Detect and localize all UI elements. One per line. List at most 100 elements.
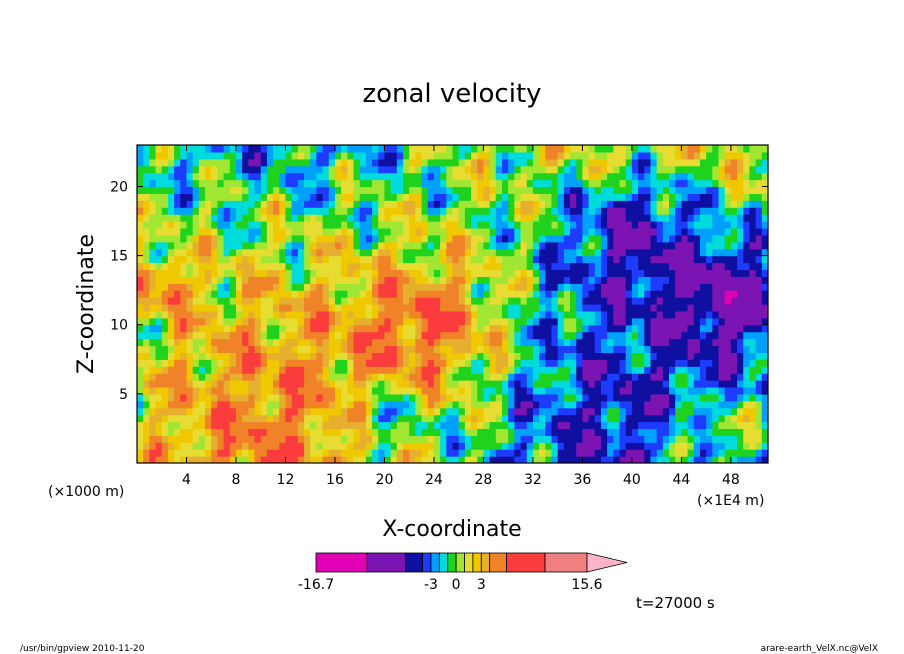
heatmap-cell: [174, 435, 181, 443]
heatmap-cell: [501, 262, 509, 271]
heatmap-cell: [526, 310, 534, 319]
heatmap-cell: [631, 269, 639, 277]
heatmap-cell: [217, 158, 225, 167]
heatmap-cell: [483, 331, 491, 340]
heatmap-cell: [631, 200, 639, 208]
heatmap-cell: [316, 366, 324, 374]
heatmap-cell: [328, 310, 336, 319]
heatmap-cell: [316, 165, 324, 174]
heatmap-cell: [625, 227, 633, 236]
heatmap-cell: [557, 221, 565, 229]
heatmap-cell: [205, 193, 212, 201]
heatmap-cell: [706, 165, 713, 174]
heatmap-cell: [254, 151, 262, 160]
heatmap-cell: [737, 428, 744, 436]
heatmap-cell: [625, 283, 633, 291]
heatmap-cell: [211, 380, 219, 388]
heatmap-cell: [211, 262, 219, 271]
heatmap-cell: [749, 352, 757, 360]
heatmap-cell: [576, 338, 584, 347]
heatmap-cell: [464, 221, 472, 229]
heatmap-cell: [365, 227, 373, 236]
heatmap-cell: [229, 435, 237, 443]
heatmap-cell: [755, 179, 763, 188]
heatmap-cell: [359, 380, 367, 388]
heatmap-cell: [495, 165, 503, 174]
heatmap-cell: [588, 400, 596, 409]
heatmap-cell: [743, 317, 751, 326]
heatmap-cell: [489, 338, 497, 347]
heatmap-cell: [501, 172, 509, 181]
heatmap-cell: [291, 428, 299, 436]
heatmap-cell: [662, 297, 670, 305]
heatmap-cell: [285, 310, 293, 319]
heatmap-cell: [192, 400, 200, 409]
heatmap-cell: [149, 200, 157, 208]
heatmap-cell: [384, 317, 392, 326]
heatmap-cell: [755, 158, 763, 167]
heatmap-cell: [137, 331, 144, 340]
heatmap-cell: [607, 276, 614, 284]
x-tick-label: 44: [672, 472, 690, 488]
heatmap-cell: [619, 359, 627, 367]
heatmap-cell: [415, 269, 423, 277]
heatmap-cell: [334, 283, 342, 291]
heatmap-cell: [353, 207, 361, 215]
heatmap-cell: [600, 449, 608, 457]
heatmap-cell: [143, 145, 150, 153]
heatmap-cell: [619, 421, 627, 430]
heatmap-cell: [254, 172, 262, 181]
heatmap-cell: [471, 345, 478, 353]
heatmap-cell: [532, 407, 540, 416]
heatmap-cell: [427, 421, 435, 430]
heatmap-cell: [619, 158, 627, 167]
heatmap-cell: [396, 165, 404, 174]
heatmap-cell: [650, 186, 658, 194]
heatmap-cell: [570, 151, 577, 160]
heatmap-cell: [341, 241, 348, 250]
heatmap-cell: [266, 359, 274, 367]
heatmap-cell: [594, 193, 602, 201]
heatmap-cell: [681, 407, 689, 416]
heatmap-cell: [706, 380, 713, 388]
heatmap-cell: [341, 234, 348, 243]
heatmap-cell: [607, 283, 614, 291]
heatmap-cell: [390, 297, 398, 305]
heatmap-cell: [205, 310, 212, 319]
heatmap-cell: [718, 400, 726, 409]
heatmap-cell: [242, 380, 249, 388]
heatmap-cell: [669, 145, 676, 153]
heatmap-cell: [669, 352, 676, 360]
heatmap-cell: [706, 207, 713, 215]
heatmap-cell: [539, 324, 546, 333]
heatmap-cell: [186, 386, 194, 395]
heatmap-cell: [706, 276, 713, 284]
heatmap-cell: [421, 172, 429, 181]
heatmap-cell: [681, 345, 689, 353]
heatmap-cell: [273, 262, 280, 271]
heatmap-cell: [644, 269, 652, 277]
heatmap-cell: [551, 145, 559, 153]
heatmap-cell: [520, 179, 528, 188]
heatmap-cell: [310, 172, 318, 181]
heatmap-cell: [167, 193, 175, 201]
heatmap-cell: [489, 158, 497, 167]
heatmap-cell: [675, 290, 682, 298]
heatmap-cell: [304, 297, 311, 305]
heatmap-cell: [378, 255, 386, 264]
heatmap-cell: [582, 456, 590, 463]
heatmap-cell: [662, 366, 670, 374]
heatmap-cell: [248, 158, 256, 167]
heatmap-cell: [681, 442, 689, 450]
heatmap-cell: [198, 366, 206, 374]
heatmap-cell: [755, 393, 763, 402]
heatmap-cell: [155, 241, 163, 250]
heatmap-cell: [477, 145, 485, 153]
heatmap-cell: [489, 186, 497, 194]
heatmap-cell: [198, 241, 206, 250]
heatmap-cell: [712, 269, 720, 277]
heatmap-cell: [328, 214, 336, 222]
heatmap-cell: [594, 310, 602, 319]
heatmap-cell: [600, 359, 608, 367]
heatmap-cell: [582, 200, 590, 208]
